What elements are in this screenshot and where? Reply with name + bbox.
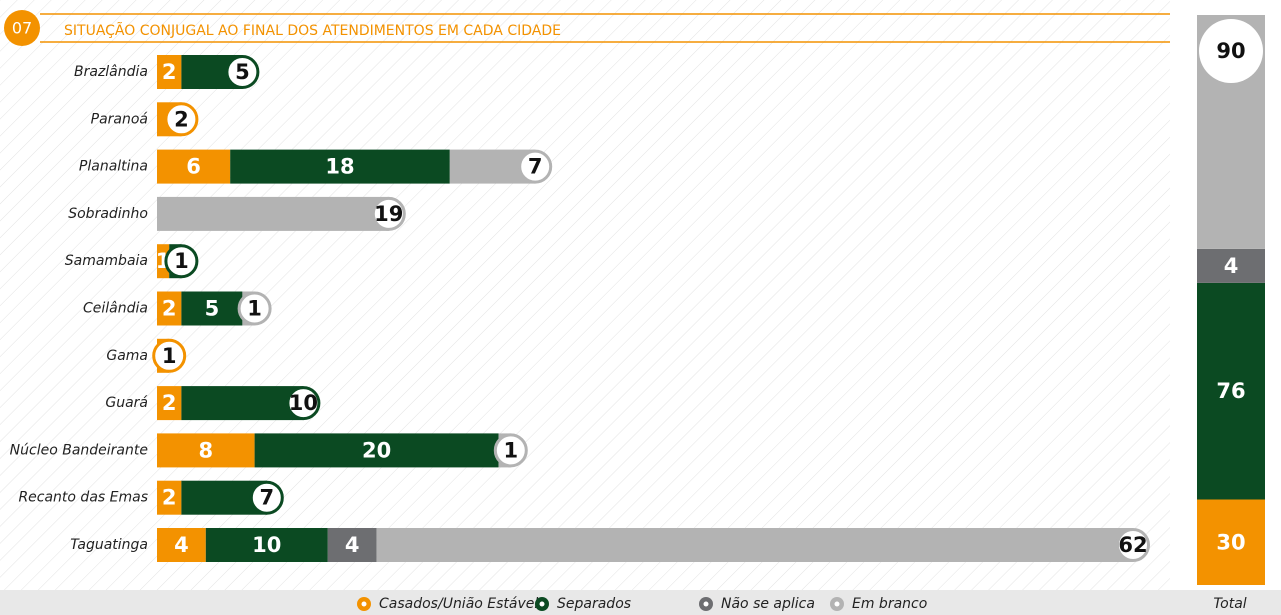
value-label: 7 [259,486,274,510]
chart-number: 07 [12,19,32,38]
chart-title: SITUAÇÃO CONJUGAL AO FINAL DOS ATENDIMEN… [64,22,561,39]
value-label: 62 [1118,533,1147,557]
value-label: 7 [528,155,543,179]
bar-cap [164,102,199,137]
total-segment [1197,248,1265,283]
value-label: 1 [247,297,262,321]
total-segment [1197,499,1265,585]
value-label: 1 [174,249,189,273]
category-label: Recanto das Emas [18,490,148,506]
bar-cap [493,433,528,468]
bar-segment [157,433,255,468]
bar-cap [371,196,406,231]
bar-segment [157,149,231,184]
legend-band [0,590,1281,615]
legend-dot [834,601,840,607]
value-label: 20 [362,438,391,462]
total-label: 76 [1216,379,1245,403]
number-badge [4,10,40,46]
bar-segment [157,291,182,326]
bar-segment [254,433,499,468]
bar-cap [518,149,553,184]
value-label: 5 [205,297,220,321]
bar-cap [237,291,272,326]
value-label: 4 [345,533,360,557]
category-label: Brazlândia [74,64,148,80]
legend-dot [361,601,367,607]
bar-segment [327,528,377,562]
bar-segment [157,55,182,89]
bar-segment [181,386,304,421]
category-label: Planaltina [79,159,148,175]
legend-label: Em branco [852,596,927,612]
value-label: 5 [235,60,250,84]
bar-segment [230,149,450,184]
total-label: 30 [1216,530,1245,554]
bar-cap [1116,528,1150,562]
value-label: 2 [162,391,177,415]
legend-label: Separados [557,596,631,612]
value-label: 8 [198,438,213,462]
value-label: 19 [374,202,403,226]
bar-cap [152,338,187,373]
value-label: 2 [162,60,177,84]
total-segment [1197,282,1265,500]
value-label: 1 [503,438,518,462]
bar-segment [157,480,182,515]
value-label: 2 [162,297,177,321]
bar-cap [164,244,199,279]
legend-dot [539,601,545,607]
value-label: 2 [174,107,189,131]
bar-segment [376,528,1134,562]
bar-cap [249,480,284,515]
bar-segment [205,528,328,562]
total-label: 90 [1216,39,1245,63]
bar-segment [157,196,389,231]
legend-dot [703,601,709,607]
value-label: 2 [162,486,177,510]
value-label: 10 [289,391,318,415]
value-label: 18 [325,155,354,179]
bar-cap [225,55,260,89]
total-label: 4 [1224,254,1239,278]
category-label: Paranoá [91,111,148,127]
category-label: Ceilândia [83,301,148,317]
total-cap [1199,19,1263,83]
category-label: Samambaia [65,253,148,269]
category-label: Gama [106,348,148,364]
bar-segment [157,528,206,562]
value-label: 6 [186,155,201,179]
category-label: Taguatinga [70,537,148,553]
total-label: Total [1213,596,1246,612]
value-label: 4 [174,533,189,557]
category-label: Sobradinho [68,206,148,222]
bar-segment [157,386,182,421]
value-label: 1 [162,344,177,368]
legend-label: Casados/União Estável [379,596,538,612]
bar-cap [286,386,321,421]
legend-label: Não se aplica [721,596,815,612]
value-label: 10 [252,533,281,557]
bar-segment [181,291,243,326]
category-label: Núcleo Bandeirante [10,442,148,458]
bar-segment [157,244,170,279]
category-label: Guará [105,395,148,411]
